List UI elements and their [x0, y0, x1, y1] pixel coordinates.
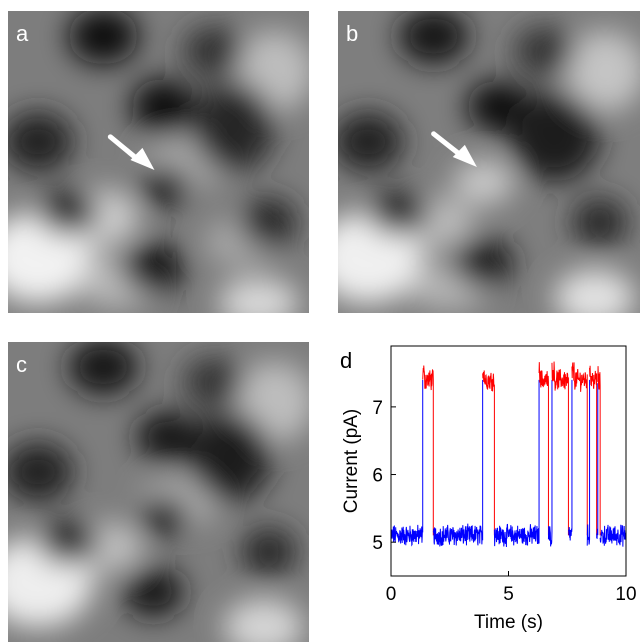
trace-segment-low — [493, 379, 540, 548]
x-tick-label: 0 — [386, 584, 397, 605]
stm-image-b-graphic — [338, 11, 640, 313]
trace-segment-high — [551, 361, 569, 536]
trace-segment-low — [586, 379, 591, 546]
trace-segment-high — [538, 362, 549, 536]
trace-segment-low — [432, 379, 484, 547]
arrow-icon — [431, 131, 477, 168]
y-tick-label: 7 — [372, 398, 383, 419]
trace-segment-high — [589, 365, 598, 536]
y-axis-label: Current (pA) — [341, 409, 362, 514]
trace-segment-low — [547, 379, 553, 547]
arrow-icon — [107, 134, 155, 171]
x-tick-label: 10 — [615, 584, 636, 605]
trace-segment-low — [390, 379, 424, 547]
y-tick-label: 6 — [372, 466, 383, 487]
trace-segment-high — [597, 366, 601, 536]
stm-image-a-graphic — [8, 11, 309, 313]
trace-group — [390, 361, 627, 548]
trace-segment-low — [599, 524, 627, 547]
stm-image-a: a — [8, 11, 309, 313]
ticks-group: 0 5 10 5 6 7 — [372, 398, 636, 605]
x-tick-label: 5 — [503, 584, 514, 605]
trace-segment-low — [596, 383, 599, 539]
current-trace-chart: d 0 5 10 5 6 7 Time (s) Current (pA) — [330, 340, 640, 642]
panel-label-d: d — [340, 348, 353, 373]
trace-segment-high — [482, 370, 495, 536]
panel-label-b: b — [346, 21, 359, 46]
panel-label-c: c — [16, 352, 27, 377]
trace-segment-low — [567, 379, 573, 541]
trace-segment-high — [422, 365, 434, 536]
panel-label-a: a — [16, 21, 29, 46]
stm-image-c: c — [8, 342, 309, 642]
stm-image-b: b — [338, 11, 640, 313]
y-tick-label: 5 — [372, 533, 383, 554]
current-trace-plot: 0 5 10 5 6 7 Time (s) Current (pA) — [341, 345, 637, 633]
x-axis-label: Time (s) — [474, 612, 543, 633]
trace-segment-high — [571, 362, 588, 536]
stm-image-c-graphic — [8, 342, 309, 642]
